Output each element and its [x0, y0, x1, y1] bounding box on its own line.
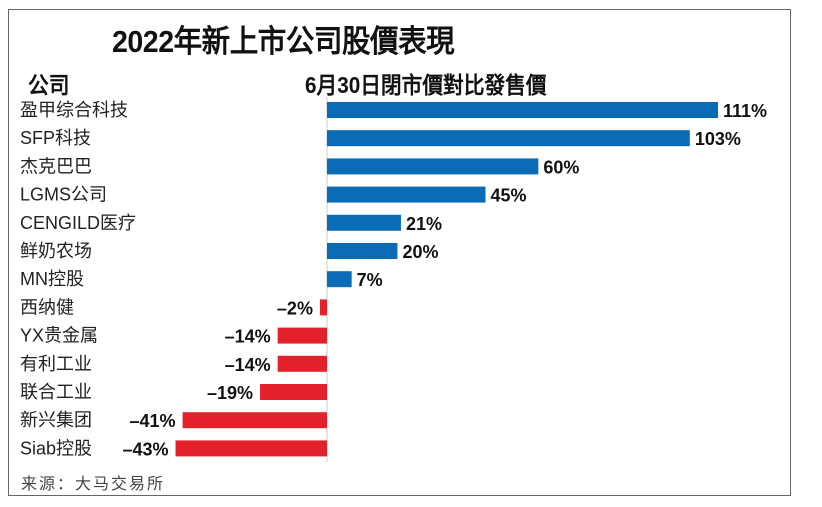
- bar: [277, 327, 327, 344]
- chart-frame: [8, 9, 791, 496]
- value-label: –14%: [225, 355, 271, 375]
- category-label: 杰克巴巴: [20, 156, 92, 176]
- bar: [175, 440, 327, 457]
- bar: [327, 271, 352, 288]
- category-label: LGMS公司: [20, 185, 107, 205]
- bar: [327, 102, 718, 118]
- category-label: 盈甲综合科技: [20, 100, 128, 120]
- chart-title: 2022年新上市公司股價表現: [112, 24, 455, 59]
- value-header: 6月30日閉市價對比發售價: [305, 72, 547, 98]
- bar: [327, 214, 401, 231]
- category-label: Siab控股: [20, 438, 92, 458]
- category-header: 公司: [28, 72, 70, 98]
- value-label: 20%: [402, 242, 438, 262]
- value-label: –41%: [130, 411, 176, 431]
- bar: [327, 186, 486, 203]
- category-label: SFP科技: [20, 128, 91, 148]
- category-label: YX贵金属: [20, 326, 98, 346]
- bar: [182, 412, 327, 429]
- value-label: –14%: [225, 327, 271, 347]
- category-label: 鲜奶农场: [20, 241, 92, 261]
- value-label: 21%: [406, 214, 442, 234]
- category-label: 新兴集团: [20, 410, 92, 430]
- bar: [327, 158, 539, 175]
- bar: [327, 243, 398, 259]
- value-label: 103%: [695, 129, 741, 149]
- category-label: 有利工业: [20, 354, 92, 374]
- category-label: 联合工业: [20, 382, 92, 402]
- bar: [319, 299, 327, 316]
- value-label: –19%: [207, 383, 253, 403]
- source-note: 来源：大马交易所: [21, 474, 166, 493]
- bar: [277, 355, 327, 372]
- value-label: 7%: [357, 270, 383, 290]
- bar: [327, 130, 690, 147]
- value-label: 111%: [723, 101, 767, 121]
- category-label: 西纳健: [20, 297, 74, 317]
- category-label: CENGILD医疗: [20, 213, 136, 233]
- value-label: –2%: [277, 298, 313, 318]
- value-label: 45%: [491, 186, 527, 206]
- bar: [260, 384, 327, 400]
- value-label: 60%: [543, 157, 579, 177]
- value-label: –43%: [122, 439, 168, 459]
- category-label: MN控股: [20, 269, 84, 289]
